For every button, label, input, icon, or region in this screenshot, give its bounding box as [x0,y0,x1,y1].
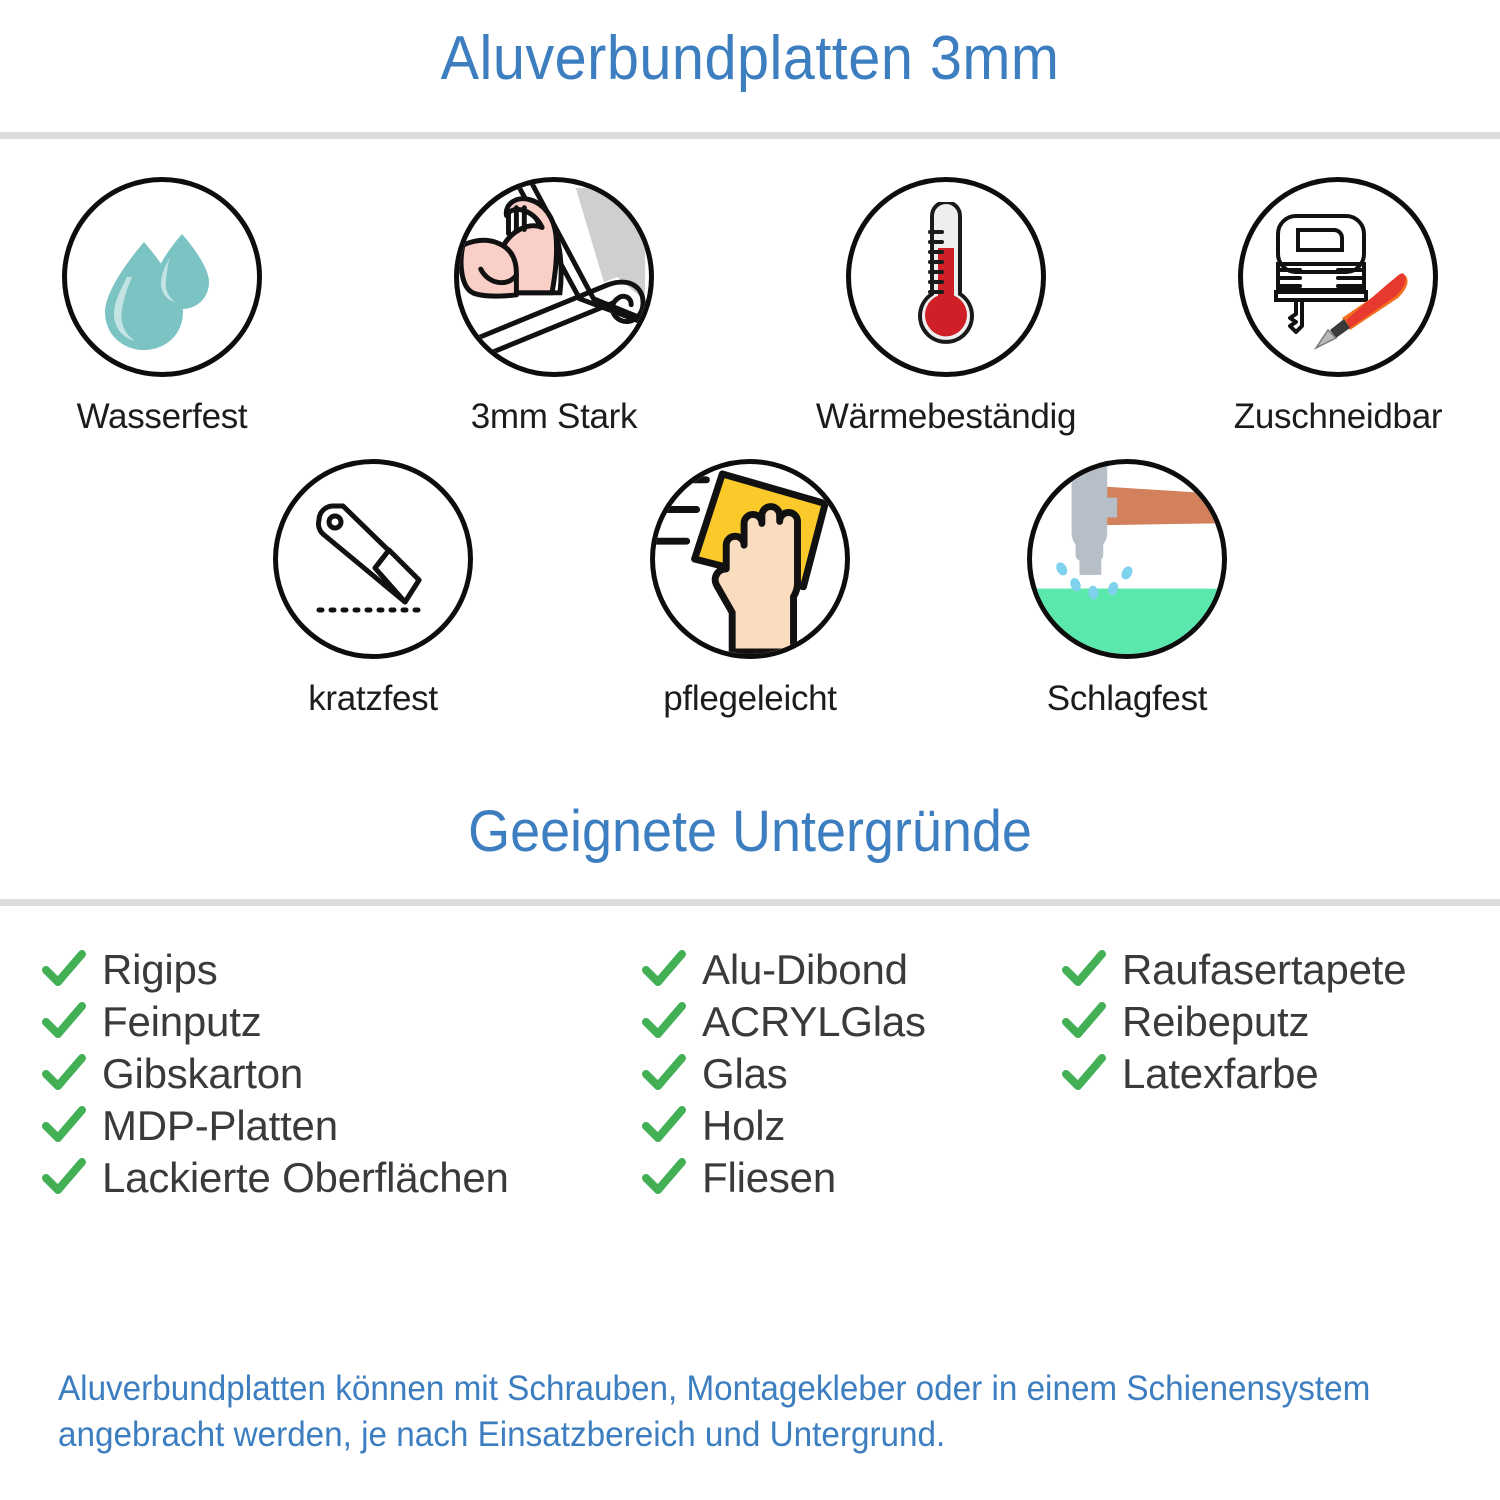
check-icon [42,1002,86,1038]
list-item-label: Raufasertapete [1122,946,1407,993]
feature-label: Wasserfest [76,397,248,436]
check-icon [642,1158,686,1194]
check-icon [42,1106,86,1142]
list-item: Lackierte Oberflächen [42,1152,642,1204]
feature-label: Wärmebeständig [815,397,1077,436]
feature-schlagfest[interactable]: Schlagfest [1021,459,1233,719]
features-section: Wasserfest [0,139,1500,719]
feature-zuschneidbar[interactable]: Zuschneidbar [1232,177,1444,437]
divider-mid [0,899,1500,906]
feature-label: Zuschneidbar [1233,397,1443,436]
list-item: Latexfarbe [1062,1048,1482,1100]
feature-row-2: kratzfest pflegeleicht [0,459,1500,719]
feature-row-1: Wasserfest [0,177,1500,437]
cutter-knife-icon [316,503,424,613]
page-title: Aluverbundplatten 3mm [440,24,1060,93]
list-item-label: Gibskarton [102,1050,304,1097]
list-item: Fliesen [642,1152,1062,1204]
feature-icon-circle [1238,177,1438,377]
feature-label: 3mm Stark [470,397,638,436]
check-icon [42,950,86,986]
feature-label: pflegeleicht [663,679,837,718]
feature-icon-circle [454,177,654,377]
feature-icon-circle [846,177,1046,377]
list-item: MDP-Platten [42,1100,642,1152]
check-icon [42,1158,86,1194]
check-icon [1062,950,1106,986]
list-item-label: Fliesen [702,1154,836,1201]
check-icon [642,950,686,986]
substrates-title: Geeignete Untergründe [468,799,1032,864]
footer-note: Aluverbundplatten können mit Schrauben, … [58,1368,1371,1454]
feature-waermebestaendig[interactable]: Wärmebeständig [816,177,1076,437]
header-block: Aluverbundplatten 3mm [0,0,1500,90]
hand-with-cloth-icon [655,470,829,654]
list-item: Gibskarton [42,1048,642,1100]
list-item: ACRYLGlas [642,996,1062,1048]
list-item: Alu-Dibond [642,944,1062,996]
feature-icon-circle [62,177,262,377]
check-icon [42,1054,86,1090]
list-item-label: MDP-Platten [102,1102,338,1149]
feature-label: kratzfest [308,679,438,718]
list-item-label: Latexfarbe [1122,1050,1319,1097]
list-item: Raufasertapete [1062,944,1482,996]
checklist-column-1: Rigips Feinputz Gibskarton MDP-Platten L… [42,944,642,1204]
list-item-label: Lackierte Oberflächen [102,1154,509,1201]
list-item: Rigips [42,944,642,996]
hammer-impact-icon [1032,465,1222,654]
check-icon [1062,1054,1106,1090]
list-item: Glas [642,1048,1062,1100]
feature-label: Schlagfest [1046,679,1208,718]
list-item-label: Rigips [102,946,218,993]
water-drops-icon [105,234,209,350]
check-icon [642,1054,686,1090]
check-icon [642,1002,686,1038]
list-item-label: ACRYLGlas [702,998,926,1045]
thermometer-icon [918,202,974,344]
feature-icon-circle [650,459,850,659]
feature-pflegeleicht[interactable]: pflegeleicht [644,459,856,719]
list-item-label: Feinputz [102,998,262,1045]
jigsaw-and-cutter-icon [1274,214,1408,350]
substrates-checklist: Rigips Feinputz Gibskarton MDP-Platten L… [0,906,1500,1204]
feature-wasserfest[interactable]: Wasserfest [56,177,268,437]
check-icon [642,1106,686,1142]
list-item: Holz [642,1100,1062,1152]
list-item-label: Reibeputz [1122,998,1310,1045]
feature-3mm-stark[interactable]: 3mm Stark [448,177,660,437]
checklist-column-2: Alu-Dibond ACRYLGlas Glas Holz Fliesen [642,944,1062,1204]
feature-kratzfest[interactable]: kratzfest [267,459,479,719]
list-item-label: Holz [702,1102,786,1149]
checklist-column-3: Raufasertapete Reibeputz Latexfarbe [1062,944,1482,1204]
feature-icon-circle [273,459,473,659]
list-item: Reibeputz [1062,996,1482,1048]
list-item: Feinputz [42,996,642,1048]
feature-icon-circle [1027,459,1227,659]
list-item-label: Glas [702,1050,788,1097]
flexing-arm-icon [459,182,648,359]
substrates-title-block: Geeignete Untergründe [0,803,1500,861]
list-item-label: Alu-Dibond [702,946,908,993]
check-icon [1062,1002,1106,1038]
divider-top [0,132,1500,139]
